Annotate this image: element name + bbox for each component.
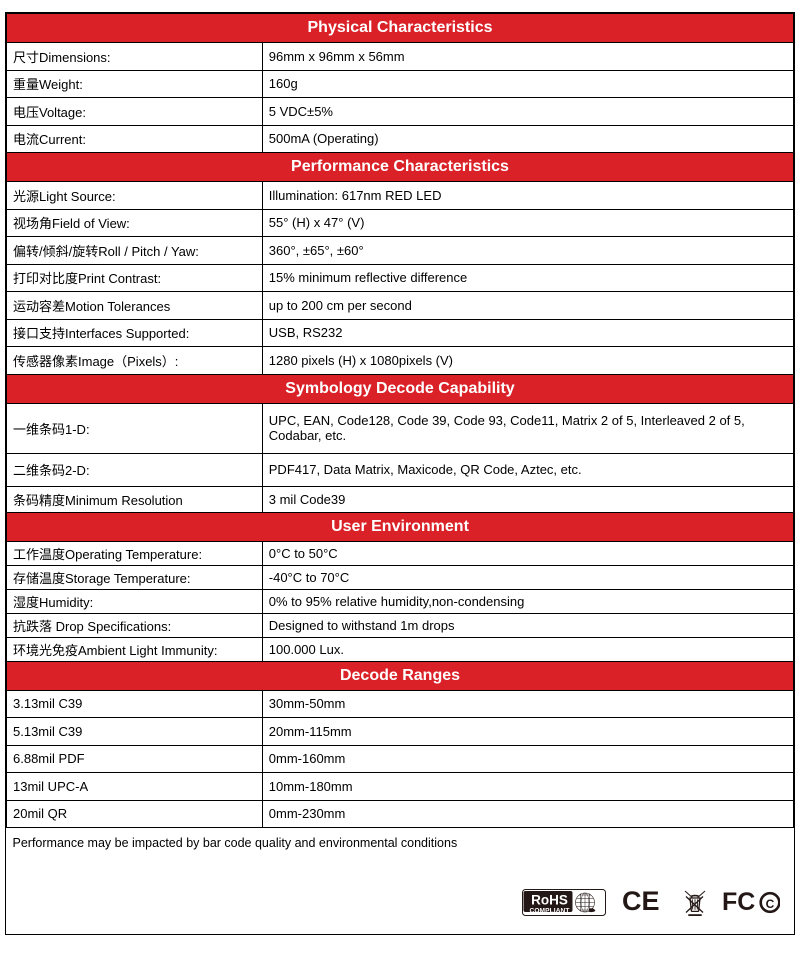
svg-text:RoHS: RoHS — [531, 893, 568, 908]
svg-text:COMPLIANT: COMPLIANT — [529, 907, 569, 914]
svg-text:C: C — [766, 897, 775, 911]
svg-text:FC: FC — [722, 889, 755, 916]
svg-text:CE: CE — [622, 889, 660, 916]
